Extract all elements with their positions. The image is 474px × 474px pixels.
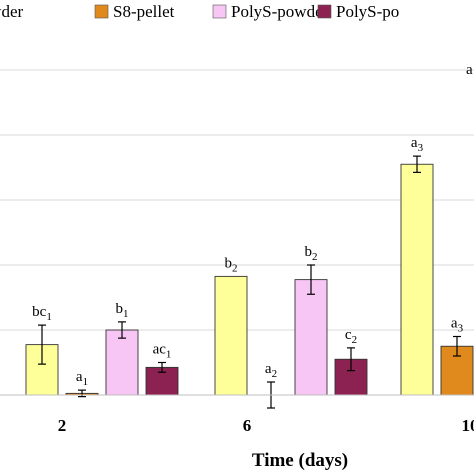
significance-subscript: 1 (46, 311, 52, 323)
legend-label-4: PolyS-po (336, 2, 399, 21)
legend-swatch-2 (94, 4, 109, 19)
significance-subscript: 2 (232, 262, 238, 274)
edge-significance-label: a (466, 62, 473, 78)
legend: 8-powder S8-pellet PolyS-powder PolyS-po (0, 2, 399, 21)
x-tick-label: 10 (462, 416, 474, 435)
significance-letters: a (451, 316, 458, 332)
significance-subscript: 1 (166, 349, 172, 361)
significance-label: a3 (451, 316, 464, 335)
significance-label: a2 (265, 361, 277, 380)
bar (214, 275, 248, 396)
significance-subscript: 1 (83, 376, 89, 388)
significance-label: a3 (411, 135, 424, 154)
significance-letters: a (411, 135, 418, 151)
bar (294, 279, 328, 396)
significance-subscript: 3 (418, 142, 424, 154)
significance-label: b2 (305, 244, 318, 263)
significance-letters: b (305, 244, 313, 260)
significance-label: bc1 (32, 304, 52, 323)
significance-subscript: 1 (123, 308, 129, 320)
significance-label: ac1 (153, 342, 172, 361)
significance-label: c2 (345, 327, 357, 346)
x-tick-label: 2 (58, 416, 67, 435)
x-axis-title: Time (days) (252, 450, 348, 471)
legend-swatch-3 (212, 4, 227, 19)
significance-letters: b (225, 255, 233, 271)
legend-swatch-4 (317, 4, 332, 19)
legend-label-3: PolyS-powder (231, 2, 329, 21)
significance-subscript: 3 (458, 323, 464, 335)
significance-letters: c (345, 327, 352, 343)
significance-subscript: 2 (312, 251, 318, 263)
legend-label-2: S8-pellet (113, 2, 175, 21)
significance-subscript: 2 (272, 368, 278, 380)
significance-subscript: 2 (352, 334, 358, 346)
x-tick-labels: 2 6 10 (58, 416, 474, 435)
significance-label: b2 (225, 255, 238, 274)
significance-label: b1 (116, 301, 129, 320)
gridlines (0, 69, 474, 331)
legend-label-1: 8-powder (0, 2, 23, 21)
significance-letters: ac (153, 342, 167, 358)
significance-letters: a (76, 369, 83, 385)
significance-letters: bc (32, 304, 47, 320)
x-tick-label: 6 (243, 416, 252, 435)
bar (400, 163, 434, 396)
significance-letters: a (265, 361, 272, 377)
significance-letters: b (116, 301, 124, 317)
bar (105, 329, 139, 396)
significance-label: a1 (76, 369, 88, 388)
